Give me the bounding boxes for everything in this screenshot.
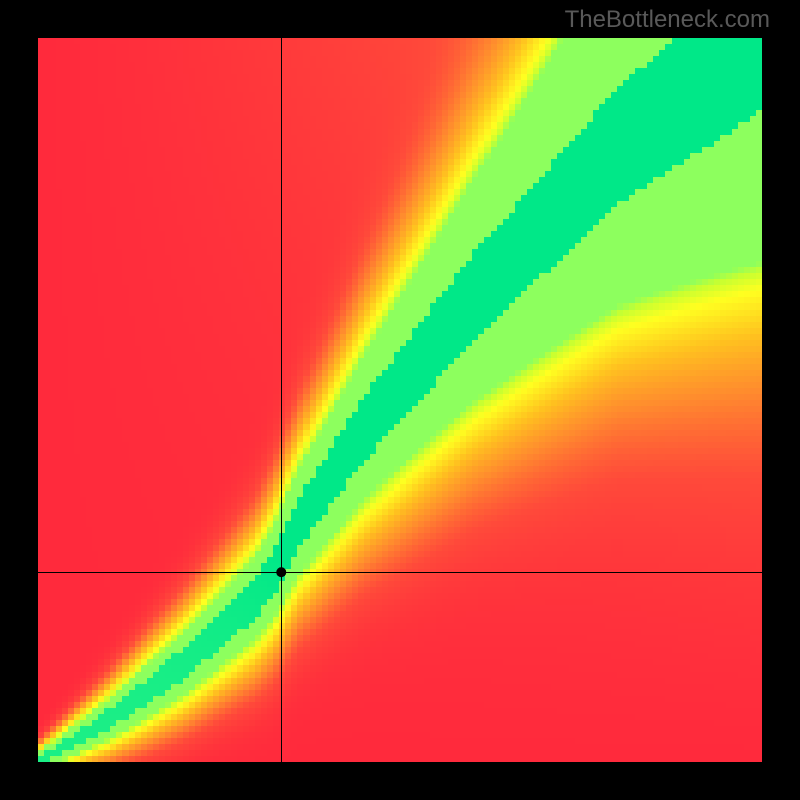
chart-frame: TheBottleneck.com <box>0 0 800 800</box>
source-watermark: TheBottleneck.com <box>565 6 770 34</box>
heatmap-canvas <box>38 38 762 762</box>
heatmap-plot <box>38 38 762 762</box>
